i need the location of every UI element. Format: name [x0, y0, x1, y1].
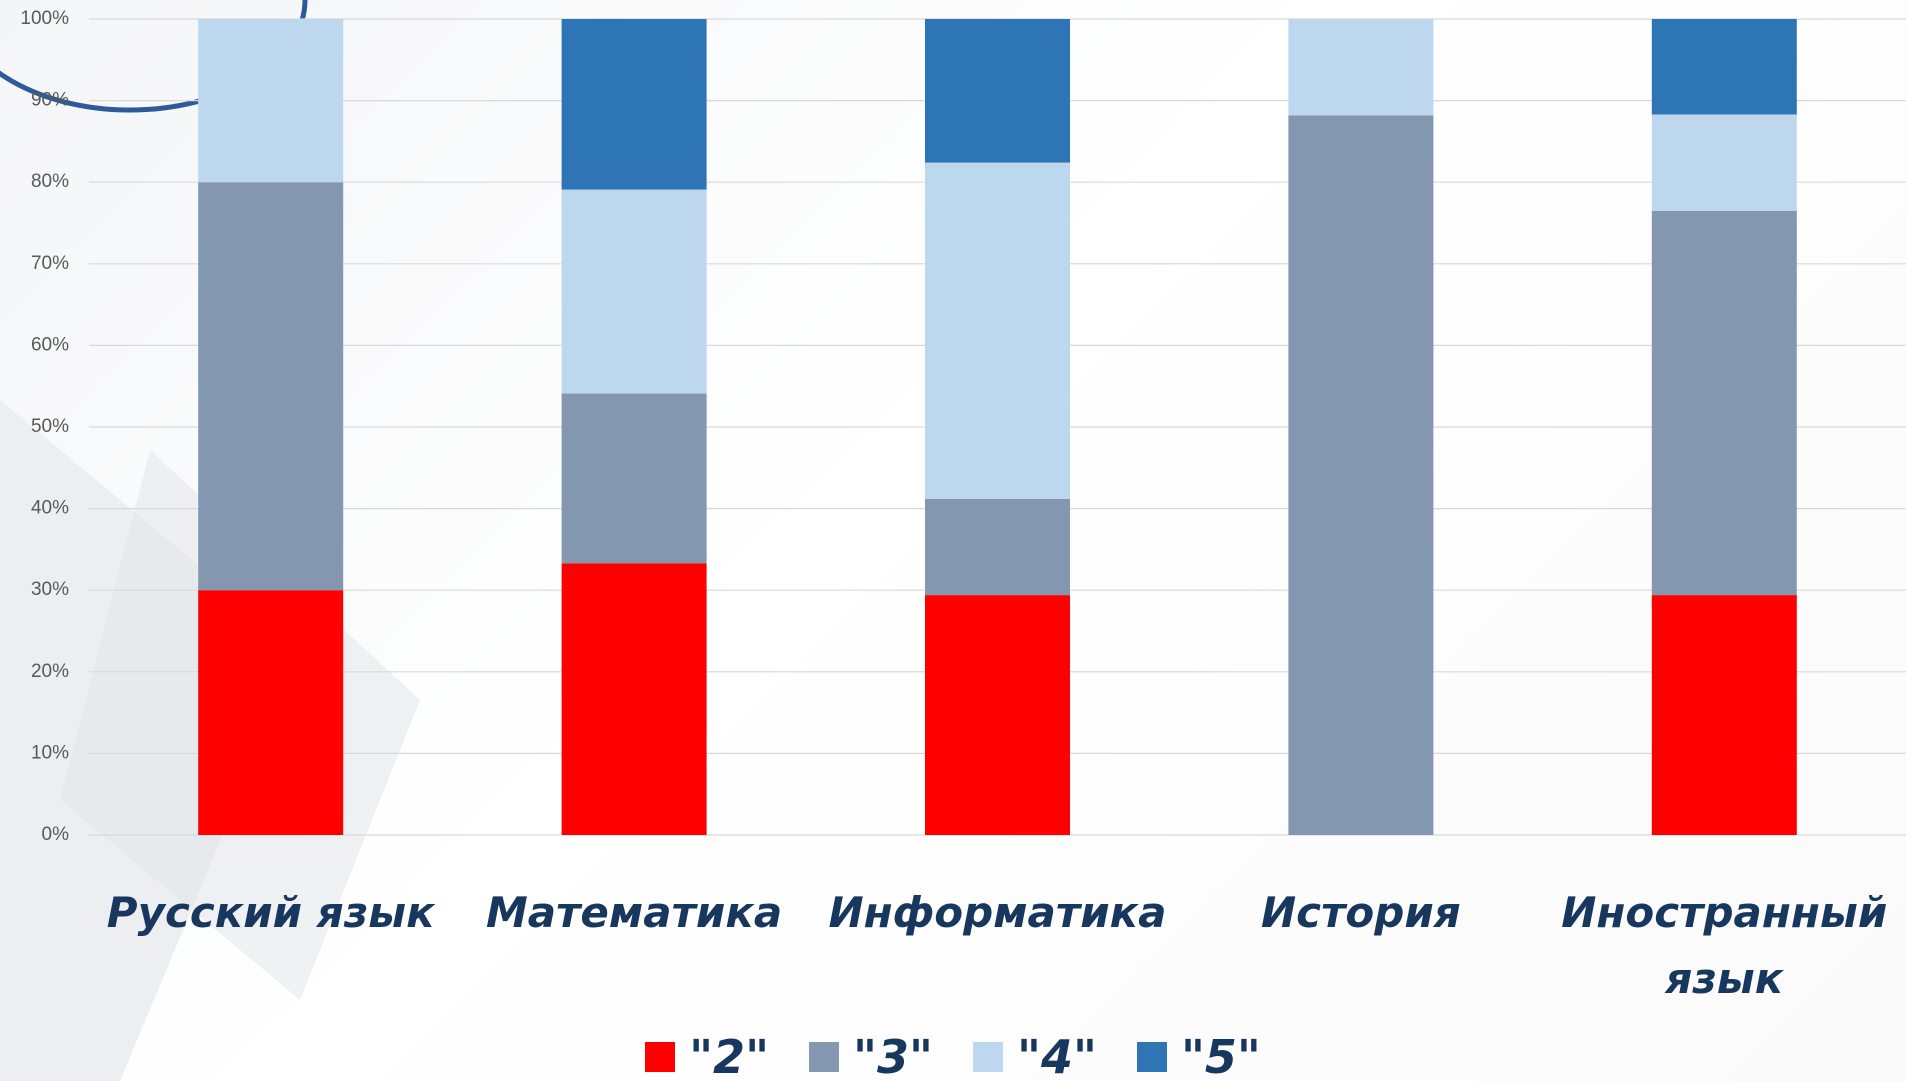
y-tick-label: 100% — [20, 8, 69, 29]
bar-segment — [198, 590, 344, 835]
y-tick-label: 50% — [31, 416, 69, 437]
y-tick-label: 60% — [31, 334, 69, 355]
bar-segment — [561, 189, 707, 394]
y-tick-label: 30% — [31, 579, 69, 600]
legend-label: "5" — [1180, 1030, 1261, 1081]
bar-segment — [1288, 19, 1434, 116]
bar-segment — [925, 595, 1070, 835]
legend-swatch — [1136, 1042, 1167, 1072]
bar-segment — [925, 498, 1070, 596]
legend-swatch — [809, 1042, 840, 1072]
legend-item: "5" — [1136, 1030, 1261, 1081]
y-tick-label: 40% — [31, 498, 69, 519]
legend-label: "2" — [689, 1030, 770, 1081]
legend-item: "3" — [809, 1030, 933, 1081]
bar-segment — [1651, 19, 1797, 115]
legend: "2" "3" "4" "5" — [0, 1030, 1906, 1081]
y-tick-label: 90% — [31, 90, 69, 111]
bar-segment — [1651, 210, 1797, 596]
legend-item: "4" — [973, 1030, 1097, 1081]
bar-segment — [1288, 115, 1434, 835]
x-tick-label: Математика — [485, 888, 783, 937]
legend-item: "2" — [645, 1030, 769, 1081]
bar-segment — [925, 19, 1070, 163]
legend-label: "4" — [1017, 1030, 1097, 1081]
legend-swatch — [645, 1042, 676, 1072]
bar-segment — [198, 19, 344, 183]
bar-segment — [198, 182, 344, 591]
y-tick-label: 20% — [31, 661, 69, 682]
bar-segment — [561, 19, 707, 190]
bar-segment — [925, 162, 1070, 499]
legend-swatch — [973, 1042, 1003, 1072]
y-tick-label: 80% — [31, 171, 69, 192]
y-tick-label: 10% — [31, 742, 69, 763]
bar-segment — [561, 563, 707, 835]
bar-segment — [1651, 114, 1797, 211]
legend-label: "3" — [853, 1030, 933, 1081]
logo — [0, 0, 308, 113]
x-tick-label: Иностранный язык — [1561, 888, 1888, 1003]
x-tick-label: Русский язык — [106, 888, 435, 937]
bar-segment — [561, 393, 707, 564]
bar-segment — [1651, 595, 1797, 835]
x-tick-label: История — [1261, 888, 1461, 937]
x-tick-label: Информатика — [828, 888, 1167, 937]
y-tick-label: 0% — [42, 824, 70, 845]
y-tick-label: 70% — [31, 253, 69, 274]
